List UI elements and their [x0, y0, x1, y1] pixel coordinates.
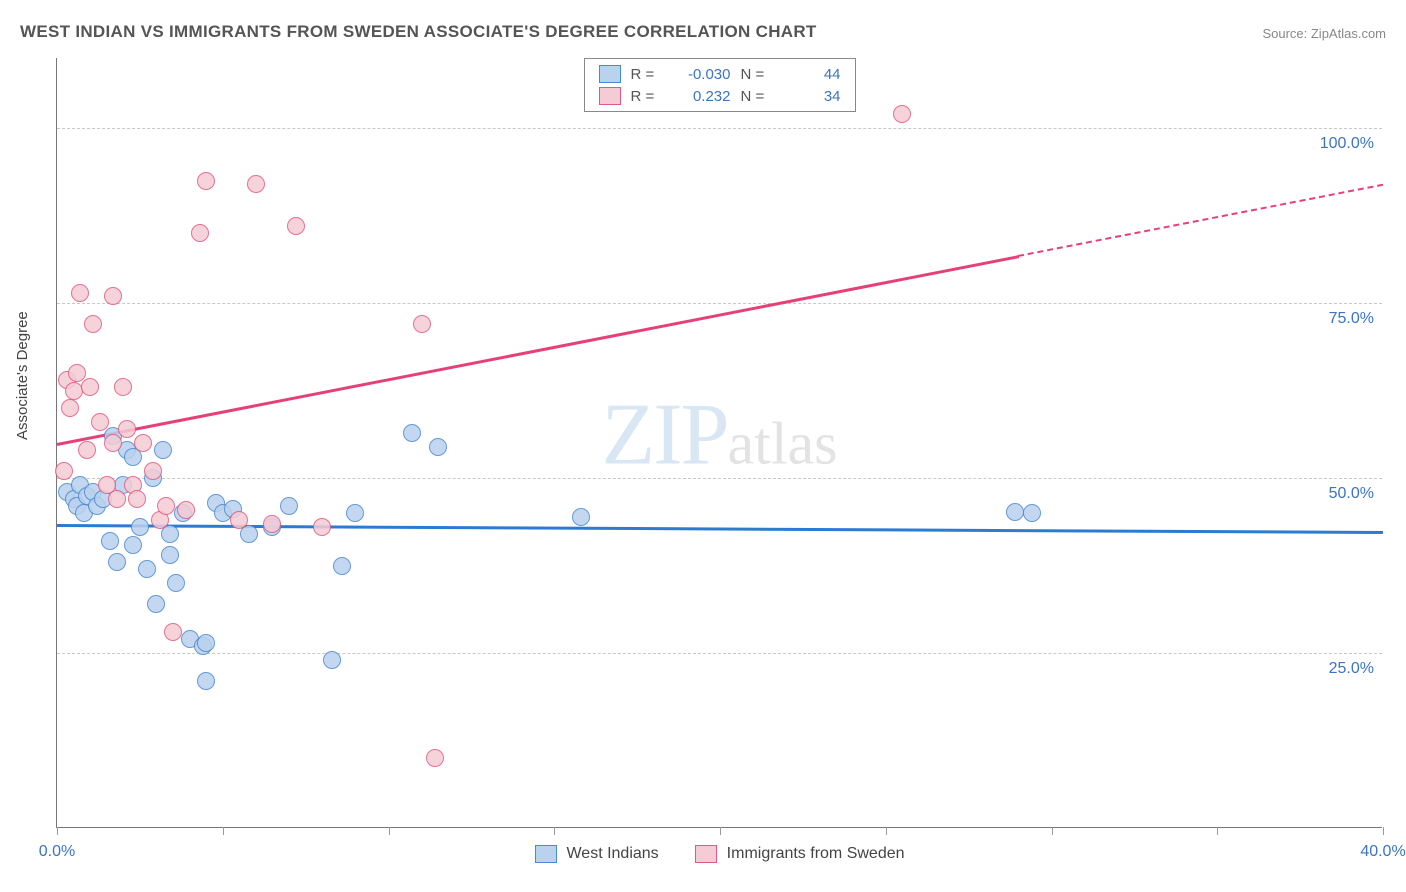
watermark: ZIPatlas — [602, 384, 838, 485]
scatter-point — [191, 224, 209, 242]
y-axis-label: Associate's Degree — [14, 311, 31, 440]
scatter-point — [197, 172, 215, 190]
scatter-point — [280, 497, 298, 515]
x-tick — [57, 827, 58, 835]
scatter-point — [197, 672, 215, 690]
legend-item-series2: Immigrants from Sweden — [695, 845, 905, 863]
scatter-point — [104, 287, 122, 305]
scatter-point — [263, 515, 281, 533]
plot-area: ZIPatlas R = -0.030 N = 44 R = 0.232 N =… — [56, 58, 1382, 828]
scatter-point — [287, 217, 305, 235]
scatter-point — [429, 438, 447, 456]
y-tick-label: 25.0% — [1329, 660, 1374, 678]
scatter-point — [124, 536, 142, 554]
chart-title: WEST INDIAN VS IMMIGRANTS FROM SWEDEN AS… — [20, 22, 817, 42]
scatter-point — [230, 511, 248, 529]
swatch-series2 — [599, 87, 621, 105]
scatter-point — [138, 560, 156, 578]
scatter-point — [333, 557, 351, 575]
source-attribution: Source: ZipAtlas.com — [1262, 26, 1386, 41]
legend-correlation-box: R = -0.030 N = 44 R = 0.232 N = 34 — [584, 58, 856, 112]
watermark-zip: ZIP — [602, 386, 728, 483]
x-tick — [1383, 827, 1384, 835]
scatter-point — [893, 105, 911, 123]
x-tick — [1052, 827, 1053, 835]
scatter-point — [572, 508, 590, 526]
scatter-point — [154, 441, 172, 459]
legend-row-series2: R = 0.232 N = 34 — [599, 85, 841, 107]
scatter-point — [128, 490, 146, 508]
legend-n-value2: 34 — [781, 88, 841, 105]
scatter-point — [323, 651, 341, 669]
trend-line — [1018, 184, 1383, 257]
scatter-point — [167, 574, 185, 592]
gridline — [57, 653, 1382, 654]
swatch-series1b — [534, 845, 556, 863]
trend-line — [57, 255, 1019, 445]
x-tick — [223, 827, 224, 835]
scatter-point — [55, 462, 73, 480]
legend-label-series1: West Indians — [566, 845, 658, 863]
gridline — [57, 128, 1382, 129]
x-tick — [720, 827, 721, 835]
legend-item-series1: West Indians — [534, 845, 658, 863]
legend-r-value2: 0.232 — [671, 88, 731, 105]
scatter-point — [71, 284, 89, 302]
watermark-atlas: atlas — [728, 410, 838, 476]
scatter-point — [78, 441, 96, 459]
y-tick-label: 50.0% — [1329, 485, 1374, 503]
scatter-point — [91, 413, 109, 431]
scatter-point — [1023, 504, 1041, 522]
x-tick-label: 40.0% — [1360, 843, 1405, 861]
x-tick — [1217, 827, 1218, 835]
y-tick-label: 100.0% — [1320, 135, 1374, 153]
scatter-point — [114, 378, 132, 396]
scatter-point — [118, 420, 136, 438]
scatter-point — [84, 315, 102, 333]
scatter-point — [177, 501, 195, 519]
scatter-point — [131, 518, 149, 536]
scatter-point — [197, 634, 215, 652]
swatch-series2b — [695, 845, 717, 863]
legend-n-label2: N = — [741, 88, 771, 105]
legend-r-label: R = — [631, 66, 661, 83]
legend-label-series2: Immigrants from Sweden — [727, 845, 905, 863]
legend-r-label2: R = — [631, 88, 661, 105]
scatter-point — [161, 546, 179, 564]
scatter-point — [164, 623, 182, 641]
scatter-point — [247, 175, 265, 193]
legend-r-value1: -0.030 — [671, 66, 731, 83]
x-tick — [389, 827, 390, 835]
scatter-point — [108, 490, 126, 508]
scatter-point — [346, 504, 364, 522]
x-tick — [554, 827, 555, 835]
scatter-point — [65, 382, 83, 400]
x-tick — [886, 827, 887, 835]
scatter-point — [81, 378, 99, 396]
scatter-point — [108, 553, 126, 571]
swatch-series1 — [599, 65, 621, 83]
scatter-point — [1006, 503, 1024, 521]
y-tick-label: 75.0% — [1329, 310, 1374, 328]
scatter-point — [101, 532, 119, 550]
scatter-point — [313, 518, 331, 536]
scatter-point — [147, 595, 165, 613]
scatter-point — [403, 424, 421, 442]
x-tick-label: 0.0% — [39, 843, 75, 861]
gridline — [57, 303, 1382, 304]
scatter-point — [157, 497, 175, 515]
scatter-point — [104, 434, 122, 452]
scatter-point — [426, 749, 444, 767]
legend-row-series1: R = -0.030 N = 44 — [599, 63, 841, 85]
gridline — [57, 478, 1382, 479]
scatter-point — [144, 462, 162, 480]
scatter-point — [413, 315, 431, 333]
legend-n-label: N = — [741, 66, 771, 83]
scatter-point — [61, 399, 79, 417]
legend-n-value1: 44 — [781, 66, 841, 83]
legend-series-box: West Indians Immigrants from Sweden — [534, 845, 904, 863]
scatter-point — [134, 434, 152, 452]
